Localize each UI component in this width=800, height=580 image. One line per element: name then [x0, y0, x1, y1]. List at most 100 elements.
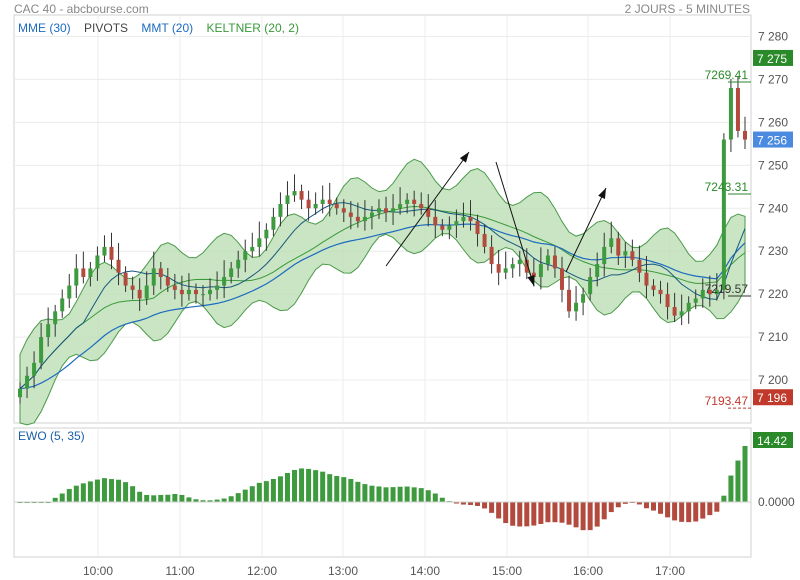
candle — [440, 225, 445, 230]
legend-mmt[interactable]: MMT (20) — [141, 21, 194, 35]
ewo-bar — [313, 470, 319, 502]
y-tick-label: 7 250 — [758, 158, 788, 172]
ewo-bar — [270, 478, 276, 502]
candle — [60, 298, 65, 312]
candle — [468, 216, 473, 222]
price-badge — [753, 49, 793, 66]
candle — [503, 268, 508, 273]
ewo-bar — [137, 491, 143, 502]
candle — [369, 212, 374, 217]
candle — [362, 216, 367, 222]
ewo-bar — [207, 500, 213, 502]
ewo-bar — [517, 502, 523, 527]
candle — [707, 289, 712, 295]
ewo-bar — [411, 487, 417, 502]
ewo-bar — [101, 478, 107, 502]
ewo-bar — [214, 499, 220, 502]
ewo-bar — [489, 502, 495, 513]
candle — [144, 285, 149, 299]
ewo-bar — [672, 502, 678, 521]
legend-mme[interactable]: MME (30) — [18, 21, 71, 35]
candle — [517, 259, 522, 265]
ewo-bar — [376, 486, 382, 502]
candle — [384, 208, 389, 213]
candle — [236, 259, 241, 269]
ewo-bar — [66, 489, 72, 502]
candle — [672, 307, 677, 316]
candle — [123, 272, 128, 286]
legend-keltner[interactable]: KELTNER (20, 2) — [206, 21, 299, 35]
candle — [496, 264, 501, 273]
ewo-bar — [686, 502, 692, 523]
arrow-head — [598, 188, 606, 199]
candle — [151, 268, 156, 286]
price-badge-label: 7 275 — [757, 52, 787, 66]
candle — [700, 289, 705, 299]
ewo-bar — [418, 488, 424, 502]
candle — [567, 289, 572, 312]
y-tick-label: 7 240 — [758, 201, 788, 215]
ewo-bar — [52, 497, 58, 502]
ewo-bar — [650, 502, 656, 511]
candle — [39, 337, 44, 363]
ewo-bar — [531, 502, 537, 526]
candle — [165, 276, 170, 286]
candle — [574, 302, 579, 312]
legend-pivots[interactable]: PIVOTS — [84, 21, 129, 35]
ewo-bar — [123, 482, 129, 502]
keltner-mid — [19, 206, 746, 390]
candle — [278, 203, 283, 217]
x-tick-label: 10:00 — [83, 564, 113, 578]
x-tick-label: 14:00 — [410, 564, 440, 578]
ewo-bar — [369, 485, 375, 502]
candle — [186, 289, 191, 295]
ewo-bar — [714, 502, 720, 512]
pivot-label: 7193.47 — [705, 394, 749, 408]
candle — [320, 199, 325, 204]
x-tick-label: 15:00 — [492, 564, 522, 578]
ewo-bar — [496, 502, 502, 519]
ewo-bar — [320, 471, 326, 502]
ewo-bar — [524, 502, 530, 527]
ewo-bar — [622, 502, 628, 504]
y-tick-label: 7 200 — [758, 373, 788, 387]
candle — [658, 289, 663, 295]
price-badge-label: 7 196 — [757, 391, 787, 405]
trend-arrow — [385, 151, 470, 267]
candle — [81, 268, 86, 277]
candle — [623, 251, 628, 256]
ewo-bar — [721, 495, 727, 502]
ewo-bar — [608, 502, 614, 513]
ewo-bar — [327, 474, 333, 502]
ewo-bar — [453, 502, 459, 504]
ewo-bar — [693, 502, 699, 522]
candle — [348, 212, 353, 217]
ewo-bar — [566, 502, 572, 525]
y-tick-label: 7 230 — [758, 244, 788, 258]
x-tick-label: 12:00 — [247, 564, 277, 578]
y-tick-label: 7 220 — [758, 287, 788, 301]
candle — [588, 276, 593, 295]
candle — [158, 268, 163, 277]
ewo-bar — [59, 493, 65, 502]
candle — [250, 246, 255, 252]
ewo-pane — [13, 427, 752, 558]
candle — [74, 268, 79, 286]
candle — [552, 255, 557, 269]
candle — [728, 88, 733, 140]
candle — [475, 221, 480, 235]
candle — [109, 246, 114, 260]
ewo-bar — [383, 487, 389, 502]
pivot-label: 7219.57 — [705, 282, 749, 296]
ewo-bar — [643, 502, 649, 509]
candle — [137, 289, 142, 299]
ewo-bar — [299, 468, 305, 502]
candle — [510, 264, 515, 269]
ewo-bar — [256, 482, 262, 502]
candle — [524, 259, 529, 273]
candle — [299, 191, 304, 200]
ewo-bar — [636, 502, 642, 505]
ewo-bar — [404, 486, 410, 502]
candle — [721, 139, 726, 290]
